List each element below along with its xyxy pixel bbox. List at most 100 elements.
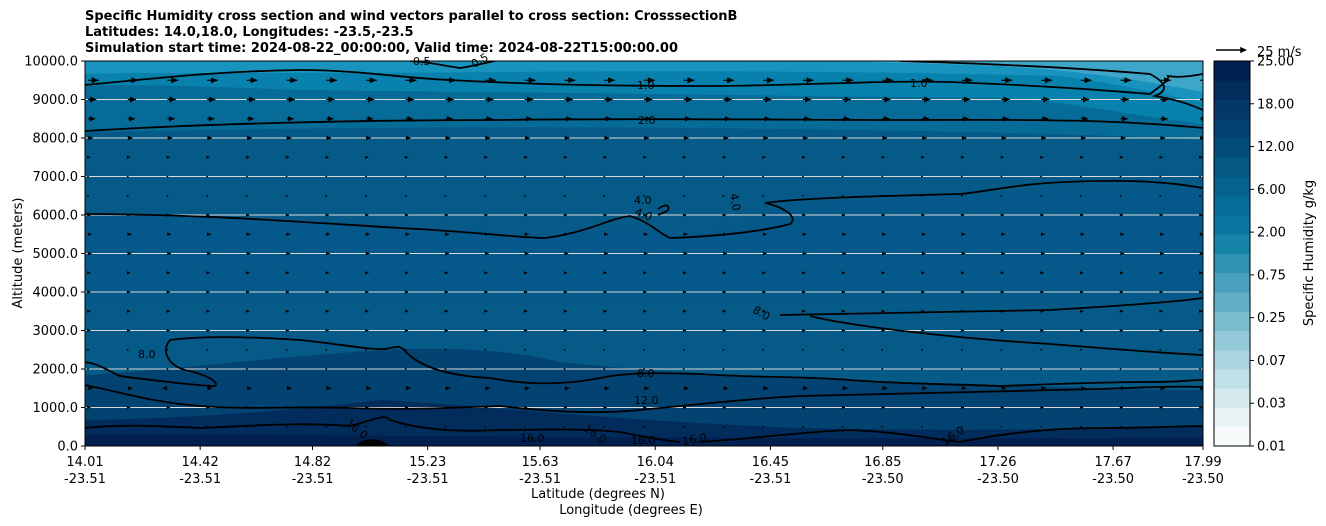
wind-vector (325, 348, 328, 351)
wind-vector-head (404, 290, 409, 294)
colorbar-tick-label: 0.25 (1257, 311, 1286, 326)
contour-label: 16.0 (520, 432, 545, 445)
wind-vector-head (246, 271, 250, 275)
wind-vector-head (365, 328, 369, 333)
wind-vector-head (87, 309, 91, 313)
wind-vector-head (1159, 405, 1163, 410)
wind-vector (1079, 348, 1082, 351)
x-tick-label-lon: -23.51 (634, 472, 676, 487)
wind-vector-head (527, 96, 534, 103)
wind-vector-head (206, 232, 211, 237)
wind-vector-head (246, 213, 250, 217)
wind-vector-head (87, 328, 91, 333)
wind-vector-head (765, 96, 772, 103)
wind-vector-head (603, 405, 607, 410)
wind-vector (206, 425, 209, 428)
wind-vector (841, 175, 844, 178)
wind-vector-head (524, 232, 529, 237)
wind-vector-head (365, 290, 369, 294)
wind-vector-head (484, 232, 489, 237)
contour-line-4.0 (85, 179, 1203, 239)
wind-vector-head (844, 115, 850, 122)
wind-vector-head (963, 115, 969, 122)
wind-vector (365, 194, 367, 197)
colorbar-band (1214, 195, 1250, 216)
wind-vector-head (1080, 328, 1084, 333)
wind-vector (1000, 175, 1003, 178)
wind-vector (1079, 425, 1082, 428)
wind-vector-head (1003, 115, 1009, 122)
wind-vector (325, 425, 328, 428)
wind-vector-head (128, 135, 133, 141)
wind-vector (801, 368, 804, 370)
wind-vector-head (683, 251, 688, 256)
wind-vector-head (87, 271, 91, 275)
wind-vector-head (802, 309, 806, 313)
wind-vector (841, 425, 844, 428)
wind-vector-head (764, 115, 771, 122)
colorbar-band (1214, 349, 1250, 370)
wind-vector (762, 194, 765, 197)
wind-vector-head (206, 251, 211, 256)
wind-vector-head (1199, 155, 1203, 159)
wind-vector-head (687, 77, 695, 84)
wind-vector (1159, 194, 1162, 197)
wind-vector-head (126, 405, 131, 410)
x-tick-label-lat: 16.04 (637, 455, 674, 470)
wind-vector (921, 368, 923, 370)
wind-vector-head (444, 328, 448, 333)
wind-vector (682, 194, 685, 197)
wind-reference-label: 25 m/s (1257, 45, 1302, 60)
wind-vector-head (922, 386, 927, 391)
wind-vector-head (288, 115, 294, 122)
wind-vector-head (762, 155, 766, 159)
wind-vector-head (1080, 309, 1084, 313)
wind-vector (881, 425, 884, 428)
wind-vector-head (960, 328, 965, 333)
wind-vector-head (881, 213, 885, 217)
wind-vector-head (723, 251, 728, 256)
wind-vector-head (763, 135, 768, 141)
x-axis: 14.01 -23.51 14.42 -23.51 14.82 -23.51 15.23 -2… (64, 446, 1224, 487)
wind-vector-head (841, 271, 845, 275)
wind-vector (801, 425, 804, 428)
wind-vector (603, 194, 606, 197)
colorbar-band (1214, 426, 1250, 447)
wind-vector-head (1160, 386, 1166, 391)
wind-vector-head (1040, 155, 1044, 159)
wind-vector-head (881, 271, 885, 275)
wind-vector (365, 368, 367, 370)
wind-vector-head (1199, 271, 1203, 275)
x-axis-label-latitude: Latitude (degrees N) (531, 487, 665, 502)
colorbar-band (1214, 157, 1250, 177)
wind-vector-head (1199, 251, 1203, 256)
wind-vector (404, 368, 407, 370)
wind-vector (1079, 175, 1082, 178)
wind-vector-head (87, 155, 91, 159)
wind-vector-head (406, 135, 411, 141)
wind-vector-head (126, 290, 131, 294)
wind-vector-head (563, 155, 567, 159)
wind-vector-head (603, 213, 607, 217)
wind-vector-head (404, 213, 409, 217)
wind-vector-head (87, 232, 92, 237)
wind-vector (484, 194, 487, 197)
wind-vector-head (564, 251, 569, 256)
wind-vector-head (643, 232, 648, 237)
wind-vector (960, 368, 963, 370)
wind-vector-head (1159, 290, 1163, 294)
wind-vector (960, 194, 963, 197)
wind-vector-head (1040, 213, 1044, 217)
wind-vector (285, 194, 288, 197)
wind-vector (126, 348, 129, 351)
wind-vector (126, 194, 129, 197)
wind-vector-head (563, 271, 567, 275)
wind-vector-head (206, 213, 210, 217)
wind-vector-head (644, 135, 649, 141)
colorbar-tick-label: 0.75 (1257, 268, 1286, 283)
wind-vector (801, 348, 804, 351)
wind-vector-head (171, 77, 179, 84)
wind-vector-head (841, 155, 845, 159)
wind-vector-head (842, 232, 847, 237)
wind-vector-head (90, 96, 97, 103)
